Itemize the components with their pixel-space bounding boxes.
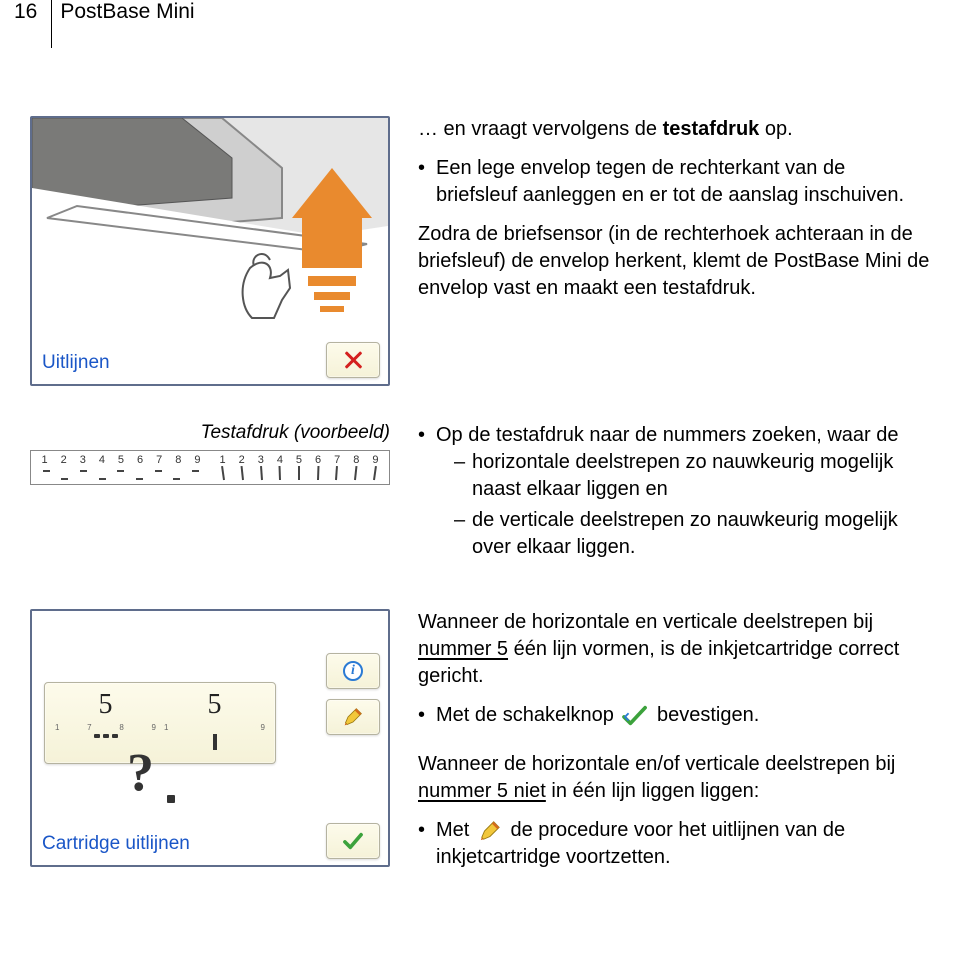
close-button[interactable] bbox=[326, 342, 380, 378]
block-1-image-col: Uitlijnen bbox=[30, 116, 390, 386]
document-title: PostBase Mini bbox=[60, 0, 194, 24]
horizontal-marks bbox=[35, 466, 207, 484]
para-correct: Wanneer de horizontale en verticale deel… bbox=[418, 609, 930, 690]
bullet-intro: Op de testafdruk naar de nummers zoeken,… bbox=[436, 424, 898, 446]
info-button[interactable]: i bbox=[326, 653, 380, 689]
ui-label-uitlijnen: Uitlijnen bbox=[42, 352, 110, 378]
block-1-text: … en vraagt vervolgens de testafdruk op.… bbox=[418, 116, 930, 386]
content-area: Uitlijnen … en vraagt vervolgens de test… bbox=[0, 48, 960, 883]
side-buttons: i bbox=[326, 653, 380, 735]
dash-list: horizontale deelstrepen zo nauwkeurig mo… bbox=[436, 449, 930, 561]
page-header: 16 PostBase Mini bbox=[0, 0, 960, 48]
ui-label-cartridge: Cartridge uitlijnen bbox=[42, 833, 190, 859]
bullet-list-3b: Met de procedure voor het uitlijnen van … bbox=[418, 817, 930, 871]
align-col-right: 5 19 bbox=[164, 689, 265, 757]
block-3: 5 1789 5 19 ? i bbox=[30, 609, 930, 883]
block-2-image-col: Testafdruk (voorbeeld) 123456789 1234567… bbox=[30, 422, 390, 573]
intro-suffix: op. bbox=[759, 118, 792, 140]
bullet-envelope: Een lege envelop tegen de rechterkant va… bbox=[418, 155, 930, 209]
intro-bold: testafdruk bbox=[663, 118, 760, 140]
align-value-right: 5 bbox=[164, 689, 265, 721]
testprint-ruler: 123456789 123456789 bbox=[30, 450, 390, 485]
block-2-text: Op de testafdruk naar de nummers zoeken,… bbox=[418, 422, 930, 573]
bullet-confirm: Met de schakelknop bevestigen. bbox=[418, 702, 930, 729]
header-divider bbox=[51, 0, 52, 48]
edit-button[interactable] bbox=[326, 699, 380, 735]
block-3-image-col: 5 1789 5 19 ? i bbox=[30, 609, 390, 883]
envelope-illustration bbox=[32, 118, 388, 336]
block-2: Testafdruk (voorbeeld) 123456789 1234567… bbox=[30, 422, 930, 573]
dash-vertical: de verticale deelstrepen zo nauwkeurig m… bbox=[454, 507, 930, 561]
vertical-marks bbox=[213, 466, 385, 484]
block-3-text: Wanneer de horizontale en verticale deel… bbox=[418, 609, 930, 883]
align-marks-h bbox=[55, 734, 156, 738]
close-icon bbox=[343, 350, 363, 370]
scale-left: 123456789 bbox=[35, 454, 207, 466]
ui-bottom-bar-1: Uitlijnen bbox=[32, 336, 388, 384]
check-icon bbox=[342, 832, 364, 850]
scale-right: 123456789 bbox=[213, 454, 385, 466]
bullet-procedure: Met de procedure voor het uitlijnen van … bbox=[418, 817, 930, 871]
bullet-list-3a: Met de schakelknop bevestigen. bbox=[418, 702, 930, 729]
screenshot-cartridge-align: 5 1789 5 19 ? i bbox=[30, 609, 390, 867]
confirm-arrow-icon bbox=[622, 705, 648, 727]
bullet-testprint: Op de testafdruk naar de nummers zoeken,… bbox=[418, 422, 930, 561]
para-incorrect: Wanneer de horizontale en/of verticale d… bbox=[418, 751, 930, 805]
dash-horizontal: horizontale deelstrepen zo nauwkeurig mo… bbox=[454, 449, 930, 503]
align-panel[interactable]: 5 1789 5 19 ? bbox=[44, 682, 276, 764]
question-dot bbox=[167, 795, 175, 803]
para-sensor: Zodra de briefsensor (in de rechterhoek … bbox=[418, 221, 930, 302]
testprint-caption: Testafdruk (voorbeeld) bbox=[30, 422, 390, 444]
align-marks-v bbox=[164, 734, 265, 750]
question-mark: ? bbox=[127, 741, 154, 803]
testprint-example: Testafdruk (voorbeeld) 123456789 1234567… bbox=[30, 422, 390, 485]
align-scale-left: 1789 bbox=[55, 723, 156, 732]
bullet-list-2: Op de testafdruk naar de nummers zoeken,… bbox=[418, 422, 930, 561]
align-scale-right: 19 bbox=[164, 723, 265, 732]
info-icon: i bbox=[343, 661, 363, 681]
edit-pencil-icon bbox=[478, 820, 502, 842]
edit-pencil-icon bbox=[342, 707, 364, 727]
intro-prefix: … en vraagt vervolgens de bbox=[418, 118, 663, 140]
align-value-left: 5 bbox=[55, 689, 156, 721]
intro-line: … en vraagt vervolgens de testafdruk op. bbox=[418, 116, 930, 143]
confirm-button[interactable] bbox=[326, 823, 380, 859]
screenshot-uitlijnen: Uitlijnen bbox=[30, 116, 390, 386]
block-1: Uitlijnen … en vraagt vervolgens de test… bbox=[30, 116, 930, 386]
page-number: 16 bbox=[14, 0, 37, 24]
bullet-list-1: Een lege envelop tegen de rechterkant va… bbox=[418, 155, 930, 209]
